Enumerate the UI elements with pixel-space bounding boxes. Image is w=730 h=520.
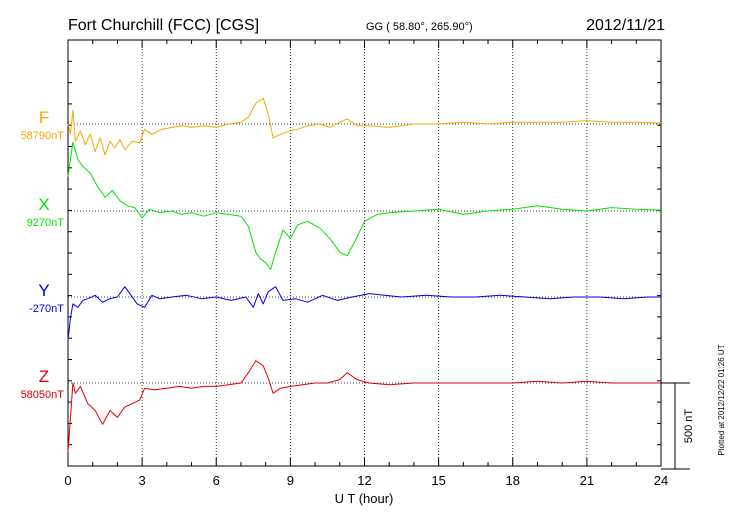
- series-group: [67, 97, 662, 452]
- series-labels: F 58790nT X 9270nT Y -270nT Z 58050nT: [21, 108, 65, 401]
- series-name-z: Z: [39, 367, 49, 386]
- series-name-y: Y: [38, 281, 49, 300]
- baseline-value-y: -270nT: [29, 303, 64, 315]
- series-line-x: [67, 141, 662, 270]
- series-name-f: F: [39, 108, 49, 127]
- x-tick-label: 3: [139, 473, 146, 488]
- series-line-f: [67, 97, 662, 156]
- x-tick-label: 6: [213, 473, 220, 488]
- baseline-value-z: 58050nT: [21, 389, 65, 401]
- x-tick-label: 12: [357, 473, 371, 488]
- x-tick-label: 21: [580, 473, 594, 488]
- series-line-y: [67, 286, 661, 341]
- x-tick-label: 0: [64, 473, 71, 488]
- station-title: Fort Churchill (FCC) [CGS]: [68, 17, 259, 34]
- series-line-z: [67, 360, 661, 452]
- grid-lines: [141, 40, 588, 466]
- date-label: 2012/11/21: [586, 17, 665, 34]
- series-name-x: X: [38, 195, 49, 214]
- baseline-value-x: 9270nT: [27, 217, 65, 229]
- x-axis-label: U T (hour): [335, 491, 394, 506]
- baseline-value-f: 58790nT: [21, 130, 65, 142]
- scale-bar: 500 nT: [661, 382, 695, 470]
- axis-ticks: [67, 39, 662, 466]
- x-tick-labels: 0 3 6 9 12 15 18 21 24: [64, 473, 668, 488]
- x-tick-label: 9: [287, 473, 294, 488]
- scale-bar-label: 500 nT: [683, 409, 695, 444]
- x-tick-label: 15: [431, 473, 445, 488]
- x-tick-label: 24: [654, 473, 668, 488]
- plotted-at-note: Plotted at 2012/12/22 01:26 UT: [717, 344, 726, 455]
- coordinates-label: GG ( 58.80°, 265.90°): [366, 21, 473, 33]
- x-tick-label: 18: [506, 473, 520, 488]
